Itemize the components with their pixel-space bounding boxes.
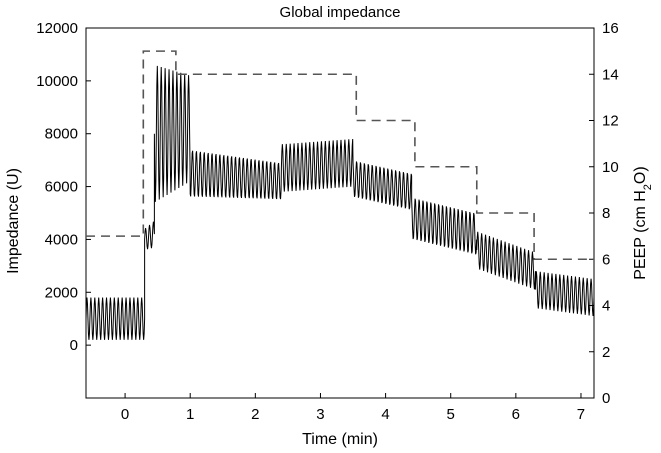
y-left-tick-label: 4000 bbox=[45, 231, 78, 248]
x-axis-label: Time (min) bbox=[302, 431, 378, 448]
y-right-tick-label: 2 bbox=[602, 344, 610, 361]
y-right-tick-label: 10 bbox=[602, 159, 619, 176]
y-right-tick-label: 16 bbox=[602, 20, 619, 37]
y-right-label-subscript: 2 bbox=[642, 184, 654, 190]
series-group bbox=[85, 50, 595, 340]
axis-ticks: 0 1 2 3 4 5 6 702000400060008000100001200002468… bbox=[36, 20, 618, 423]
chart-title: Global impedance bbox=[280, 4, 401, 21]
y-left-tick-label: 10000 bbox=[36, 73, 78, 90]
x-tick-label: 3 bbox=[316, 406, 324, 423]
y-right-tick-label: 6 bbox=[602, 251, 610, 268]
peep-series-line bbox=[86, 50, 594, 261]
y-left-axis-label: Impedance (U) bbox=[5, 168, 22, 274]
y-right-axis-label: PEEP (cm H2O) bbox=[632, 166, 654, 279]
y-right-tick-label: 14 bbox=[602, 66, 619, 83]
y-left-tick-label: 12000 bbox=[36, 20, 78, 37]
x-tick-label: 7 bbox=[577, 406, 585, 423]
y-left-tick-label: 8000 bbox=[45, 126, 78, 143]
y-right-tick-label: 0 bbox=[602, 390, 610, 407]
y-left-tick-label: 2000 bbox=[45, 284, 78, 301]
x-tick-label: 0 bbox=[121, 406, 129, 423]
plot-area-frame bbox=[85, 27, 595, 399]
y-right-label-prefix: PEEP (cm H bbox=[632, 190, 649, 280]
y-left-tick-label: 0 bbox=[70, 337, 78, 354]
y-right-tick-label: 8 bbox=[602, 205, 610, 222]
x-tick-label: 1 bbox=[186, 406, 194, 423]
y-right-tick-label: 4 bbox=[602, 298, 610, 315]
impedance-series-line bbox=[85, 65, 595, 340]
y-right-label-suffix: O) bbox=[632, 166, 649, 184]
y-right-tick-label: 12 bbox=[602, 113, 619, 130]
x-tick-label: 6 bbox=[512, 406, 520, 423]
x-tick-label: 4 bbox=[381, 406, 389, 423]
y-left-tick-label: 6000 bbox=[45, 179, 78, 196]
x-tick-label: 2 bbox=[251, 406, 259, 423]
x-tick-label: 5 bbox=[447, 406, 455, 423]
